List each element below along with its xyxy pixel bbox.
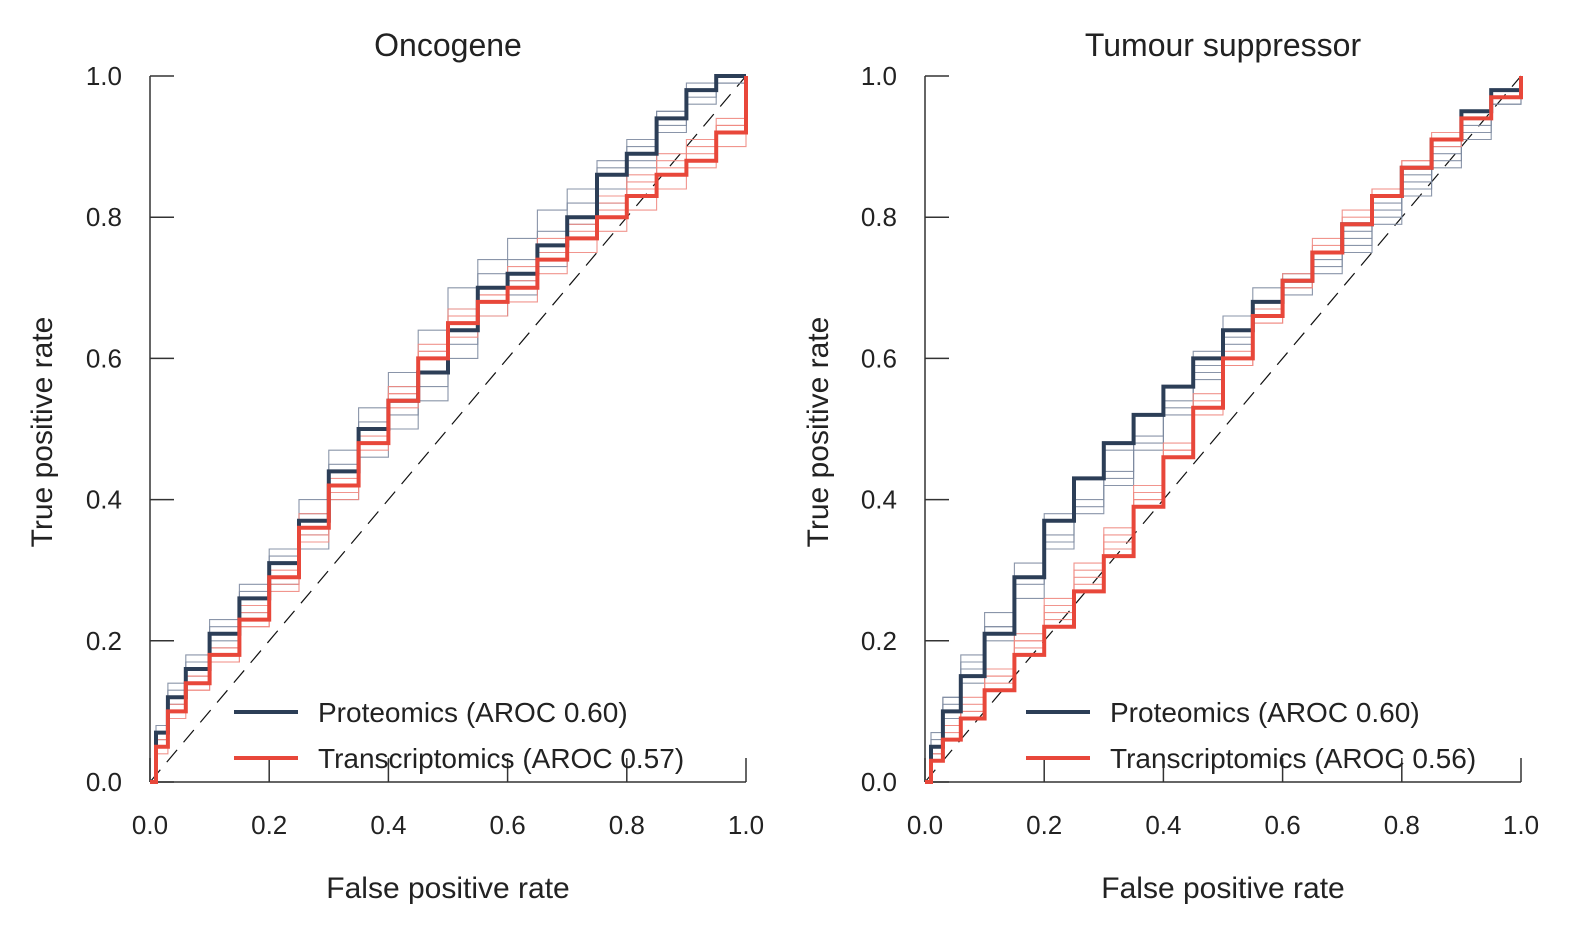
legend-label-transcriptomics: Transcriptomics (AROC 0.56) xyxy=(1110,743,1476,774)
x-tick-label: 0.2 xyxy=(1026,810,1062,840)
y-axis-label: True positive rate xyxy=(802,317,835,548)
y-tick-label: 0.6 xyxy=(861,343,897,373)
x-axis-label: False positive rate xyxy=(1101,872,1344,905)
x-tick-label: 0.6 xyxy=(490,810,526,840)
x-tick-label: 1.0 xyxy=(1503,810,1539,840)
y-tick-label: 1.0 xyxy=(86,61,122,91)
panel-oncogene: Oncogene True positive rate False positi… xyxy=(26,27,764,905)
curves-group xyxy=(924,75,1523,784)
y-tick-label: 0.0 xyxy=(86,767,122,797)
legend: Proteomics (AROC 0.60) Transcriptomics (… xyxy=(1026,697,1476,774)
legend-label-transcriptomics: Transcriptomics (AROC 0.57) xyxy=(318,743,684,774)
panel-title: Oncogene xyxy=(374,27,522,63)
y-tick-label: 0.8 xyxy=(86,202,122,232)
x-tick-label: 0.2 xyxy=(251,810,287,840)
legend: Proteomics (AROC 0.60) Transcriptomics (… xyxy=(234,697,684,774)
y-tick-label: 0.4 xyxy=(861,485,897,515)
x-tick-label: 0.0 xyxy=(132,810,168,840)
x-axis-label: False positive rate xyxy=(326,872,569,905)
y-tick-label: 0.0 xyxy=(861,767,897,797)
y-tick-label: 0.4 xyxy=(86,485,122,515)
x-tick-label: 0.8 xyxy=(1384,810,1420,840)
y-tick-label: 0.8 xyxy=(861,202,897,232)
transcriptomics-curve xyxy=(150,76,748,784)
y-tick-label: 1.0 xyxy=(861,61,897,91)
y-axis-label: True positive rate xyxy=(26,317,59,548)
y-tick-label: 0.2 xyxy=(861,626,897,656)
panel-title: Tumour suppressor xyxy=(1085,27,1362,63)
diagonal-reference-line xyxy=(149,75,747,783)
x-tick-label: 0.8 xyxy=(609,810,645,840)
x-tick-label: 0.4 xyxy=(370,810,406,840)
x-tick-label: 0.6 xyxy=(1265,810,1301,840)
y-tick-label: 0.2 xyxy=(86,626,122,656)
diagonal-reference-line xyxy=(924,75,1522,783)
transcriptomics-curve xyxy=(925,76,1523,784)
y-tick-label: 0.6 xyxy=(86,343,122,373)
x-tick-label: 0.4 xyxy=(1145,810,1181,840)
legend-label-proteomics: Proteomics (AROC 0.60) xyxy=(318,697,628,728)
x-tick-label: 1.0 xyxy=(728,810,764,840)
x-tick-label: 0.0 xyxy=(907,810,943,840)
axes-group: 0.0 0.2 0.4 0.6 0.8 1.0 0.0 0.2 0.4 0.6 0.8 1.0 xyxy=(861,61,1539,840)
legend-label-proteomics: Proteomics (AROC 0.60) xyxy=(1110,697,1420,728)
panel-tumour-suppressor: Tumour suppressor True positive rate Fal… xyxy=(802,27,1539,905)
axes-group: 0.0 0.2 0.4 0.6 0.8 1.0 0.0 0.2 0.4 0.6 0.8 1.0 xyxy=(86,61,764,840)
curves-group xyxy=(149,74,748,784)
